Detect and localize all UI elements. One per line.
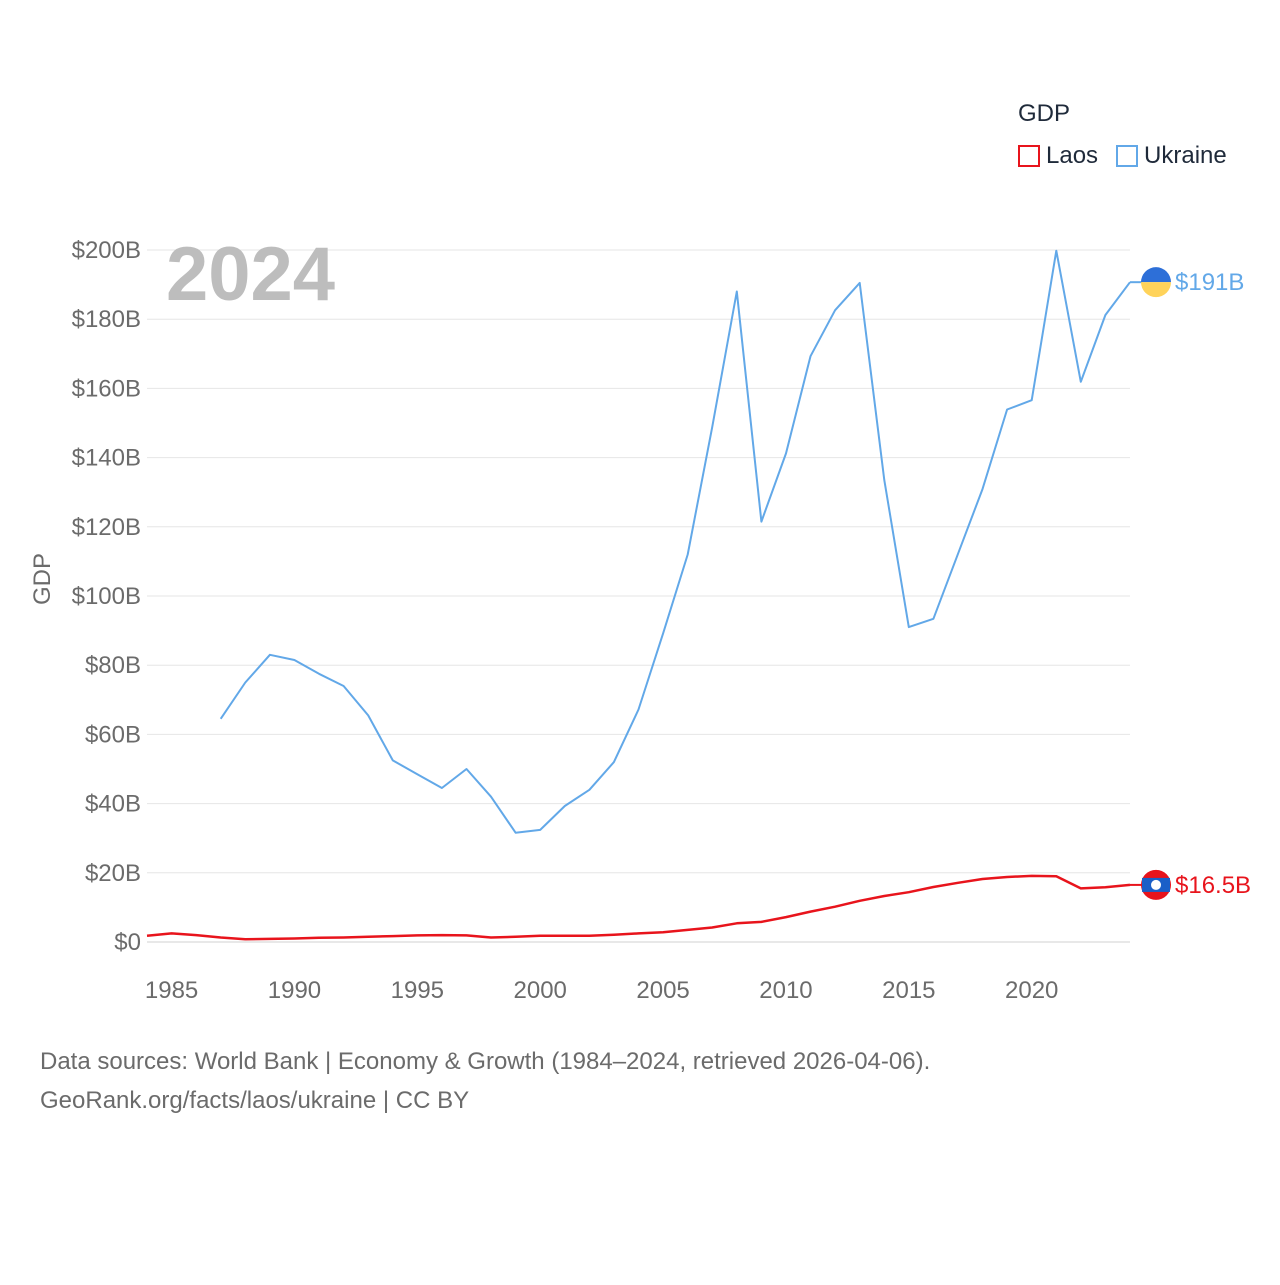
y-tick-label: $80B [85,652,141,679]
x-tick-label: 2020 [1005,977,1058,1004]
series-lines [146,249,1131,941]
y-axis-label: GDP [29,553,56,605]
footer-credit[interactable]: GeoRank.org/facts/laos/ukraine | CC BY [40,1087,470,1114]
x-tick-label: 2000 [514,977,567,1004]
y-tick-label: $160B [72,375,141,402]
ukraine-flag-icon [1141,267,1171,298]
end-label-laos: $16.5B [1175,872,1251,899]
series-endpoints: $16.5B $191B [1130,267,1251,900]
legend-title: GDP [1018,100,1071,127]
end-label-ukraine: $191B [1175,269,1244,296]
x-tick-label: 1995 [391,977,444,1004]
legend-item-ukraine[interactable]: Ukraine [1116,142,1227,170]
series-line-laos[interactable] [146,874,1131,941]
y-tick-label: $180B [72,306,141,333]
y-axis-ticks: $0 $20B $40B $60B $80B $100B $120B $140B $160B $1… [72,237,141,956]
grid-lines [147,249,1130,943]
series-line-ukraine[interactable] [219,249,1131,834]
legend: Laos Ukraine [1018,142,1245,170]
footer-sources: Data sources: World Bank | Economy & Gro… [40,1048,931,1075]
x-axis-ticks: 1985 1990 1995 2000 2005 2010 2015 2020 [145,977,1059,1004]
x-tick-label: 1990 [268,977,321,1004]
x-tick-label: 2015 [882,977,935,1004]
legend-swatch-laos [1018,145,1040,167]
y-tick-label: $100B [72,583,141,610]
y-tick-label: $120B [72,514,141,541]
y-tick-label: $200B [72,237,141,264]
x-tick-label: 2005 [636,977,689,1004]
y-tick-label: $40B [85,791,141,818]
x-tick-label: 1985 [145,977,198,1004]
y-tick-label: $60B [85,721,141,748]
y-tick-label: $140B [72,445,141,472]
legend-swatch-ukraine [1116,145,1139,167]
y-tick-label: $0 [114,929,141,956]
footer: Data sources: World Bank | Economy & Gro… [40,1042,930,1120]
legend-label-laos: Laos [1046,142,1099,169]
legend-label-ukraine: Ukraine [1144,142,1227,169]
y-tick-label: $20B [85,860,141,887]
legend-item-laos[interactable]: Laos [1018,142,1098,170]
year-watermark: 2024 [166,232,335,317]
laos-flag-icon [1141,869,1171,900]
x-tick-label: 2010 [759,977,812,1004]
